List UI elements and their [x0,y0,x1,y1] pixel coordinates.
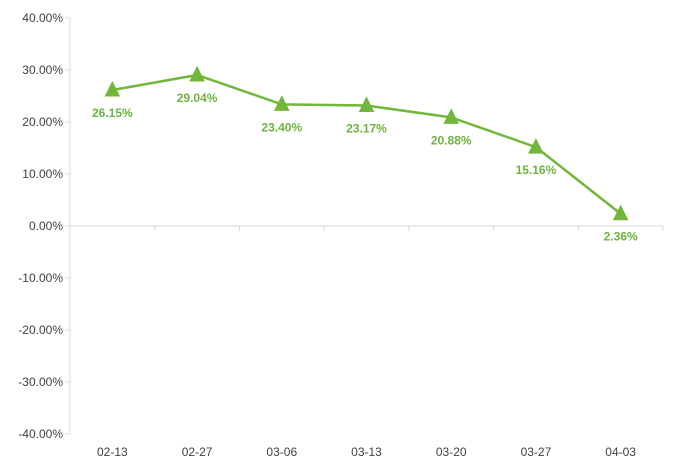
x-axis: 02-13 02-27 03-06 03-13 03-20 03-27 04-03 [69,225,664,459]
data-point-marker [189,65,205,82]
x-tick-label: 03-20 [436,445,467,459]
y-tick-label: -10.00% [18,271,63,285]
data-point-marker [273,95,290,111]
data-point-marker [443,108,460,124]
data-label: 2.36% [604,230,638,244]
y-tick-label: 40.00% [22,11,63,25]
data-label: 23.17% [346,122,387,136]
y-tick-label: -30.00% [18,375,63,389]
data-point-marker [104,80,121,97]
y-tick-label: 10.00% [22,167,63,181]
data-label: 15.16% [516,163,557,177]
y-tick-label: -20.00% [18,323,63,337]
series-layer [104,65,629,221]
y-axis: 40.00% 30.00% 20.00% 10.00% 0.00% -10.00% -20.… [18,11,71,441]
data-label: 20.88% [431,133,472,147]
data-label: 26.15% [92,106,133,120]
x-tick-label: 03-27 [521,445,552,459]
data-labels: 26.15% 29.04% 23.40% 23.17% 20.88% 15.16% 2.36… [92,91,638,244]
y-tick-label: 20.00% [22,115,63,129]
x-tick-label: 03-06 [266,445,297,459]
data-label: 23.40% [261,120,302,134]
data-point-marker [358,96,375,113]
x-tick-label: 02-27 [182,445,213,459]
data-label: 29.04% [177,91,218,105]
data-point-marker [612,204,629,221]
y-tick-label: -40.00% [18,427,63,441]
x-tick-label: 02-13 [97,445,128,459]
data-point-marker [528,138,544,154]
x-tick-label: 03-13 [351,445,382,459]
y-tick-label: 0.00% [29,219,63,233]
x-tick-label: 04-03 [605,445,636,459]
y-tick-label: 30.00% [22,63,63,77]
